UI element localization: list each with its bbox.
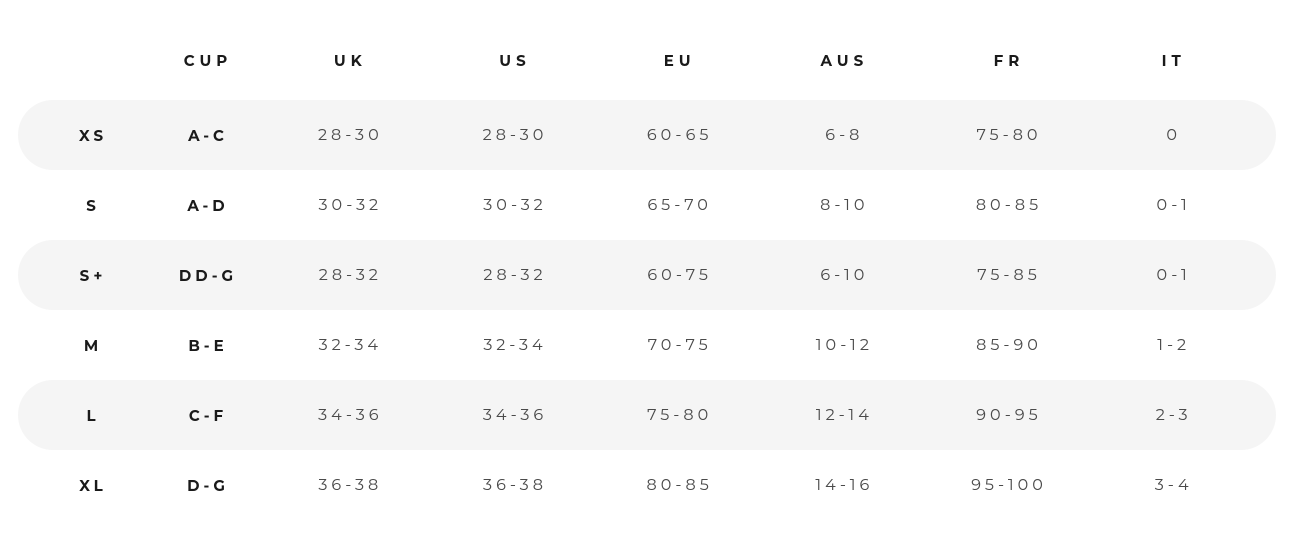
cell-size: XL xyxy=(38,476,148,495)
cell-us: 32-34 xyxy=(433,336,598,355)
table-row: S+ DD-G 28-32 28-32 60-75 6-10 75-85 0-1 xyxy=(18,240,1276,310)
cell-fr: 85-90 xyxy=(927,336,1092,355)
cell-size: M xyxy=(38,336,148,355)
cell-aus: 10-12 xyxy=(762,336,927,355)
cell-us: 28-30 xyxy=(433,126,598,145)
cell-eu: 70-75 xyxy=(597,336,762,355)
cell-fr: 80-85 xyxy=(927,196,1092,215)
cell-size: S xyxy=(38,196,148,215)
cell-size: S+ xyxy=(38,266,148,285)
cell-eu: 65-70 xyxy=(597,196,762,215)
col-header-it: IT xyxy=(1091,51,1256,70)
size-chart-table: CUP UK US EU AUS FR IT XS A-C 28-30 28-3… xyxy=(0,0,1294,540)
col-header-aus: AUS xyxy=(762,51,927,70)
col-header-eu: EU xyxy=(597,51,762,70)
cell-it: 0 xyxy=(1091,126,1256,145)
cell-uk: 30-32 xyxy=(268,196,433,215)
table-row: L C-F 34-36 34-36 75-80 12-14 90-95 2-3 xyxy=(18,380,1276,450)
col-header-cup: CUP xyxy=(148,51,268,70)
cell-us: 36-38 xyxy=(433,476,598,495)
table-row: XL D-G 36-38 36-38 80-85 14-16 95-100 3-… xyxy=(18,450,1276,520)
cell-size: L xyxy=(38,406,148,425)
cell-eu: 60-75 xyxy=(597,266,762,285)
cell-uk: 32-34 xyxy=(268,336,433,355)
cell-fr: 95-100 xyxy=(927,476,1092,495)
table-row: XS A-C 28-30 28-30 60-65 6-8 75-80 0 xyxy=(18,100,1276,170)
cell-eu: 75-80 xyxy=(597,406,762,425)
cell-cup: C-F xyxy=(148,406,268,425)
cell-uk: 36-38 xyxy=(268,476,433,495)
cell-it: 3-4 xyxy=(1091,476,1256,495)
cell-aus: 6-10 xyxy=(762,266,927,285)
table-header-row: CUP UK US EU AUS FR IT xyxy=(18,20,1276,100)
table-row: M B-E 32-34 32-34 70-75 10-12 85-90 1-2 xyxy=(18,310,1276,380)
cell-aus: 12-14 xyxy=(762,406,927,425)
cell-cup: A-C xyxy=(148,126,268,145)
col-header-fr: FR xyxy=(927,51,1092,70)
table-row: S A-D 30-32 30-32 65-70 8-10 80-85 0-1 xyxy=(18,170,1276,240)
cell-it: 2-3 xyxy=(1091,406,1256,425)
cell-aus: 14-16 xyxy=(762,476,927,495)
cell-uk: 28-30 xyxy=(268,126,433,145)
cell-it: 1-2 xyxy=(1091,336,1256,355)
cell-size: XS xyxy=(38,126,148,145)
cell-us: 30-32 xyxy=(433,196,598,215)
cell-cup: D-G xyxy=(148,476,268,495)
cell-uk: 28-32 xyxy=(268,266,433,285)
cell-it: 0-1 xyxy=(1091,196,1256,215)
cell-us: 28-32 xyxy=(433,266,598,285)
cell-eu: 60-65 xyxy=(597,126,762,145)
col-header-us: US xyxy=(433,51,598,70)
cell-fr: 90-95 xyxy=(927,406,1092,425)
col-header-uk: UK xyxy=(268,51,433,70)
cell-fr: 75-85 xyxy=(927,266,1092,285)
cell-us: 34-36 xyxy=(433,406,598,425)
cell-uk: 34-36 xyxy=(268,406,433,425)
cell-cup: DD-G xyxy=(148,266,268,285)
cell-cup: A-D xyxy=(148,196,268,215)
cell-eu: 80-85 xyxy=(597,476,762,495)
cell-aus: 6-8 xyxy=(762,126,927,145)
cell-it: 0-1 xyxy=(1091,266,1256,285)
cell-cup: B-E xyxy=(148,336,268,355)
cell-fr: 75-80 xyxy=(927,126,1092,145)
cell-aus: 8-10 xyxy=(762,196,927,215)
